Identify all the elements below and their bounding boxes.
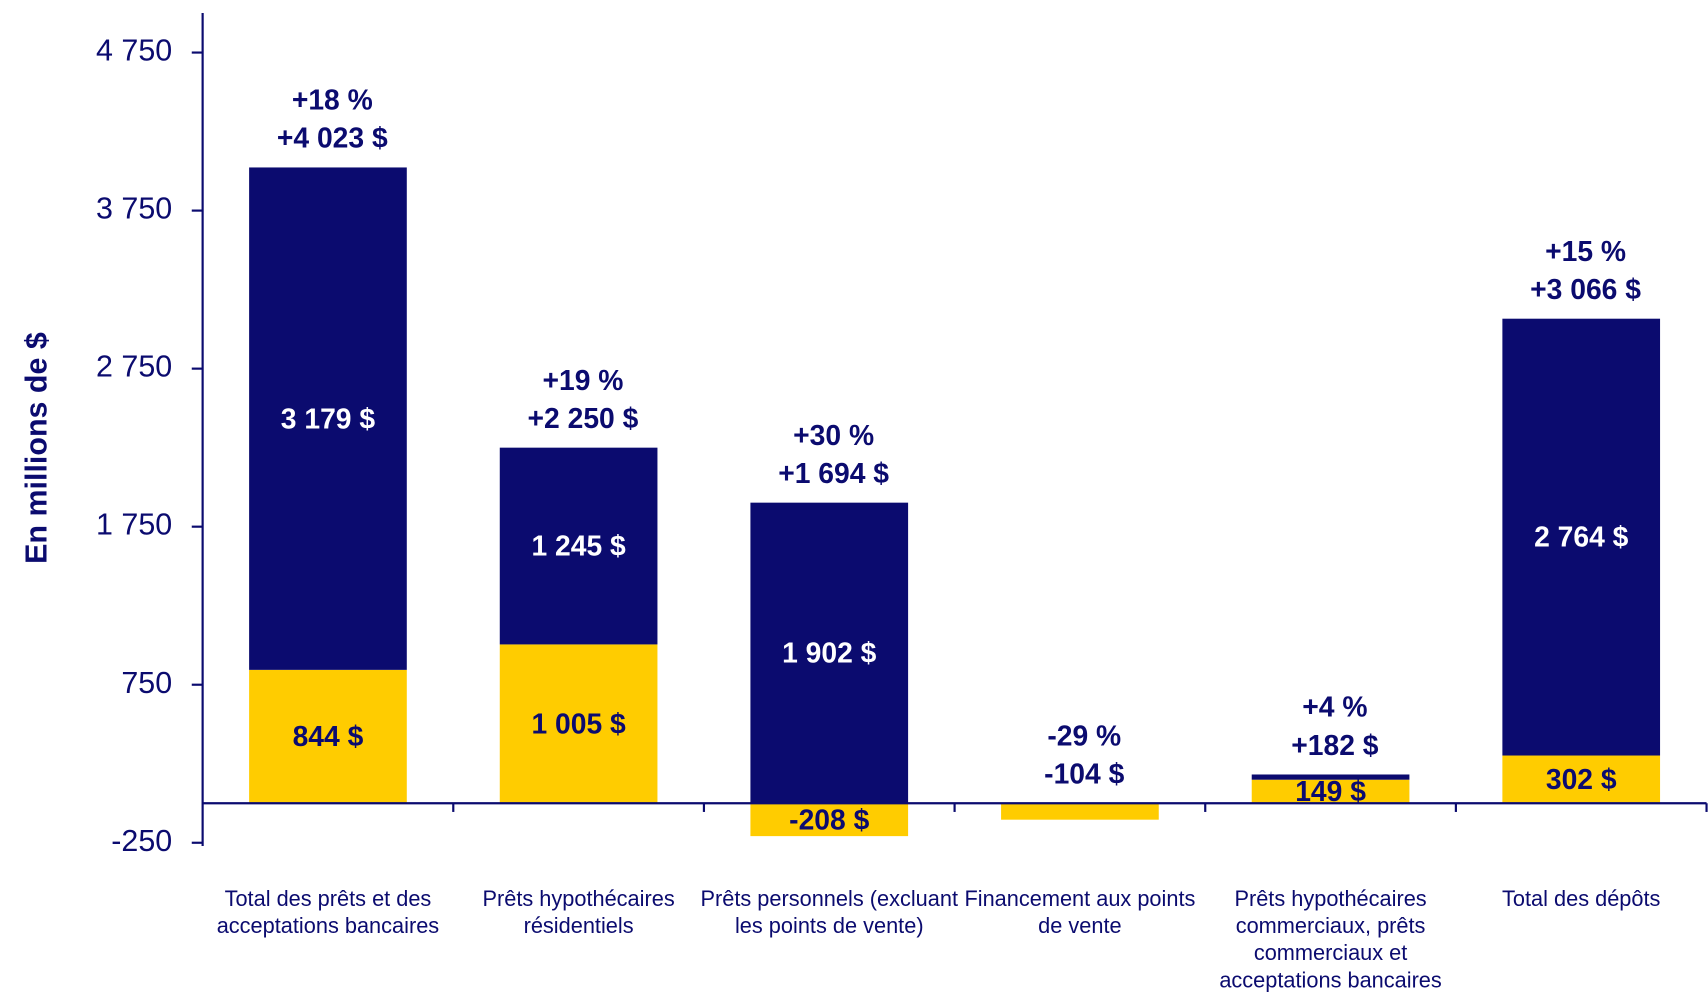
bar-segment xyxy=(499,644,658,804)
bar-segment xyxy=(1001,803,1159,820)
x-label-box: Prêts hypothécaires commerciaux, prêts c… xyxy=(1219,886,1442,993)
bar-segment xyxy=(1251,774,1410,780)
x-tick-label: Prêts personnels (excluant les points de… xyxy=(700,886,959,939)
annotation: +3 066 $ xyxy=(1530,273,1641,305)
x-tick-label: Prêts hypothécaires commerciaux, prêts c… xyxy=(1219,886,1442,993)
data-label: -208 $ xyxy=(789,803,869,835)
annotation: -29 % xyxy=(1047,719,1121,751)
bar-segment xyxy=(750,502,909,804)
bar-segment xyxy=(249,167,407,670)
data-label: 3 179 $ xyxy=(281,402,376,434)
annotation: +1 694 $ xyxy=(778,457,889,489)
x-label-box: Financement aux points de vente xyxy=(964,886,1196,939)
bar-segment xyxy=(1251,779,1410,804)
x-label-box: Total des dépôts xyxy=(1502,886,1661,911)
data-label: 2 764 $ xyxy=(1534,521,1629,553)
annotation: +182 $ xyxy=(1291,729,1379,761)
x-tick-label: Prêts hypothécaires résidentiels xyxy=(482,886,675,939)
y-tick-label: 4 750 xyxy=(96,34,172,68)
x-tick-label: Total des prêts et des acceptations banc… xyxy=(216,886,440,939)
annotation: +2 250 $ xyxy=(528,402,639,434)
x-label-box: Total des prêts et des acceptations banc… xyxy=(216,886,440,939)
data-label: 149 $ xyxy=(1295,775,1366,807)
data-label: 302 $ xyxy=(1546,763,1617,795)
bar-segment xyxy=(1502,755,1661,804)
annotation: +30 % xyxy=(793,419,874,451)
annotation: +19 % xyxy=(542,364,623,396)
y-tick-label: 3 750 xyxy=(96,192,172,226)
y-tick-label: -250 xyxy=(111,824,172,858)
annotation: +18 % xyxy=(292,84,373,116)
annotation: -104 $ xyxy=(1044,758,1124,790)
bar-segment xyxy=(249,669,407,804)
y-tick-label: 750 xyxy=(121,666,172,700)
x-tick-label: Financement aux points de vente xyxy=(964,886,1196,939)
bar-segment xyxy=(750,803,909,837)
data-label: 1 902 $ xyxy=(782,637,877,669)
data-label: 1 245 $ xyxy=(531,530,626,562)
x-tick-label: Total des dépôts xyxy=(1502,886,1661,911)
y-axis-label: En millions de $ xyxy=(19,332,53,564)
x-label-box: Prêts hypothécaires résidentiels xyxy=(482,886,675,939)
annotation: +4 % xyxy=(1302,691,1367,723)
data-label: 844 $ xyxy=(293,720,364,752)
y-tick-label: 1 750 xyxy=(96,508,172,542)
annotation: +15 % xyxy=(1545,235,1626,267)
data-label: 1 005 $ xyxy=(531,707,626,739)
y-tick-label: 2 750 xyxy=(96,350,172,384)
x-label-box: Prêts personnels (excluant les points de… xyxy=(700,886,959,939)
bar-segment xyxy=(499,447,658,645)
annotation: +4 023 $ xyxy=(277,122,388,154)
bar-segment xyxy=(1502,318,1661,756)
